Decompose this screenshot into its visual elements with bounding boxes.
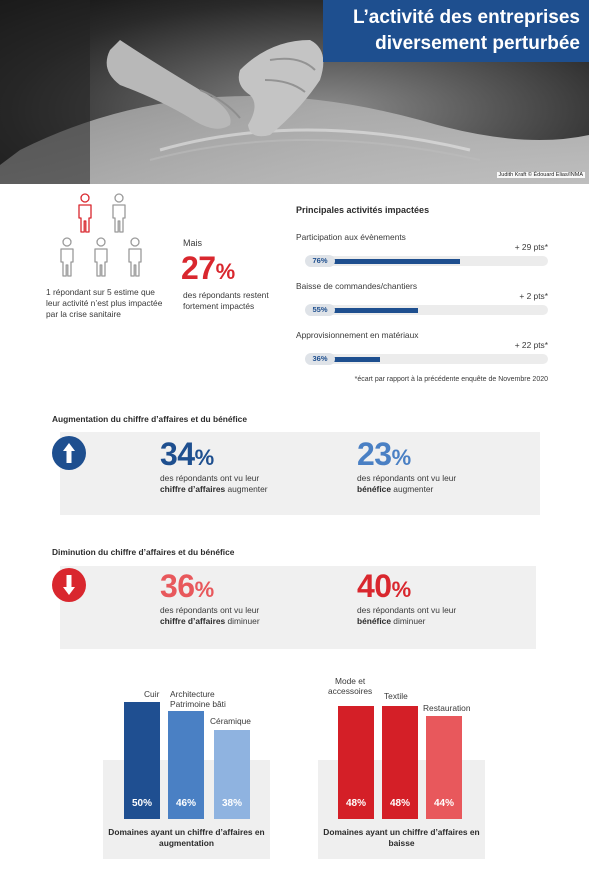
stat-percent: 36% [160,568,214,604]
impacted-text: des répondants restent fortement impacté… [183,290,269,311]
activity-bar-fill [308,259,460,264]
stat-percent: 40% [357,568,411,604]
chart-bar: 44% [426,715,462,819]
chart-bar: 50% [124,701,160,819]
stat-text: des répondants ont vu leur chiffre d’aff… [160,473,268,494]
header-photo: L’activité des entreprises diversement p… [0,0,589,184]
arrow-up-icon [52,436,86,470]
respondents-text: 1 répondant sur 5 estime que leur activi… [46,287,163,319]
photo-credit: Judith Kraft © Édouard Elias/INMA [496,172,585,178]
chart-bar-value: 44% [433,797,454,809]
stat-text: des répondants ont vu leur chiffre d’aff… [160,605,260,626]
hands-photo [0,0,589,184]
stat-percent: 34% [160,436,214,472]
activity-bar: 55% [305,304,548,316]
activity-label: Baisse de commandes/chantiers [296,281,418,291]
page-title-line2: diversement perturbée [375,33,580,54]
increase-title: Augmentation du chiffre d’affaires et du… [52,414,247,424]
activity-value: 55% [305,304,335,316]
activity-label: Participation aux évènements [296,232,406,242]
chart-bar-value: 46% [175,797,196,809]
stat-percent: 23% [357,436,411,472]
arrow-down-icon [52,568,86,602]
person-icon [76,193,94,240]
stat-text: des répondants ont vu leur bénéfice augm… [357,473,457,494]
chart-bar-value: 48% [345,797,366,809]
stat-text: des répondants ont vu leur bénéfice dimi… [357,605,457,626]
activities-title: Principales activités impactées [296,205,430,215]
chart-increase-caption: Domaines ayant un chiffre d’affaires en … [108,827,265,848]
decrease-panel [60,566,536,649]
chart-bar: 48% [382,706,418,819]
chart-category-label: Architecture Patrimoine bâti [170,689,226,709]
chart-category-label: Textile [384,691,408,701]
person-icon [58,237,76,284]
chart-bar-value: 50% [131,798,152,809]
impacted-lead: Mais [183,238,203,248]
chart-category-label: Restauration [423,703,471,713]
decrease-title: Diminution du chiffre d’affaires et du b… [52,547,235,557]
activity-delta: + 22 pts* [514,340,548,350]
person-icon [126,237,144,284]
chart-bar-value: 48% [389,797,410,809]
activity-label: Approvisionnement en matériaux [296,330,419,340]
increase-panel [60,432,540,515]
activity-bar: 76% [305,255,548,267]
chart-category-label: Cuir [144,689,160,699]
activity-delta: + 2 pts* [519,291,548,301]
chart-bar: 48% [338,706,374,819]
chart-decrease-caption: Domaines ayant un chiffre d’affaires en … [323,827,480,848]
activity-bar-fill [308,308,418,313]
chart-bar-value: 38% [221,797,242,809]
page-title-line1: L’activité des entreprises [352,7,580,28]
title-box: L’activité des entreprises diversement p… [323,0,589,62]
activity-bar: 36% [305,353,548,365]
respondents-pictogram [52,193,162,285]
impacted-percent: 27% [181,250,235,286]
activity-bar-fill [308,357,380,362]
chart-bar: 38% [214,729,250,819]
activity-value: 76% [305,255,335,267]
chart-bar: 46% [168,710,204,819]
person-icon [110,193,128,240]
chart-category-label: Mode et accessoires [328,676,373,696]
person-icon [92,237,110,284]
activity-value: 36% [305,353,335,365]
activities-footnote: *écart par rapport à la précédente enquê… [354,376,548,383]
activity-delta: + 29 pts* [514,242,548,252]
chart-category-label: Céramique [210,716,251,726]
